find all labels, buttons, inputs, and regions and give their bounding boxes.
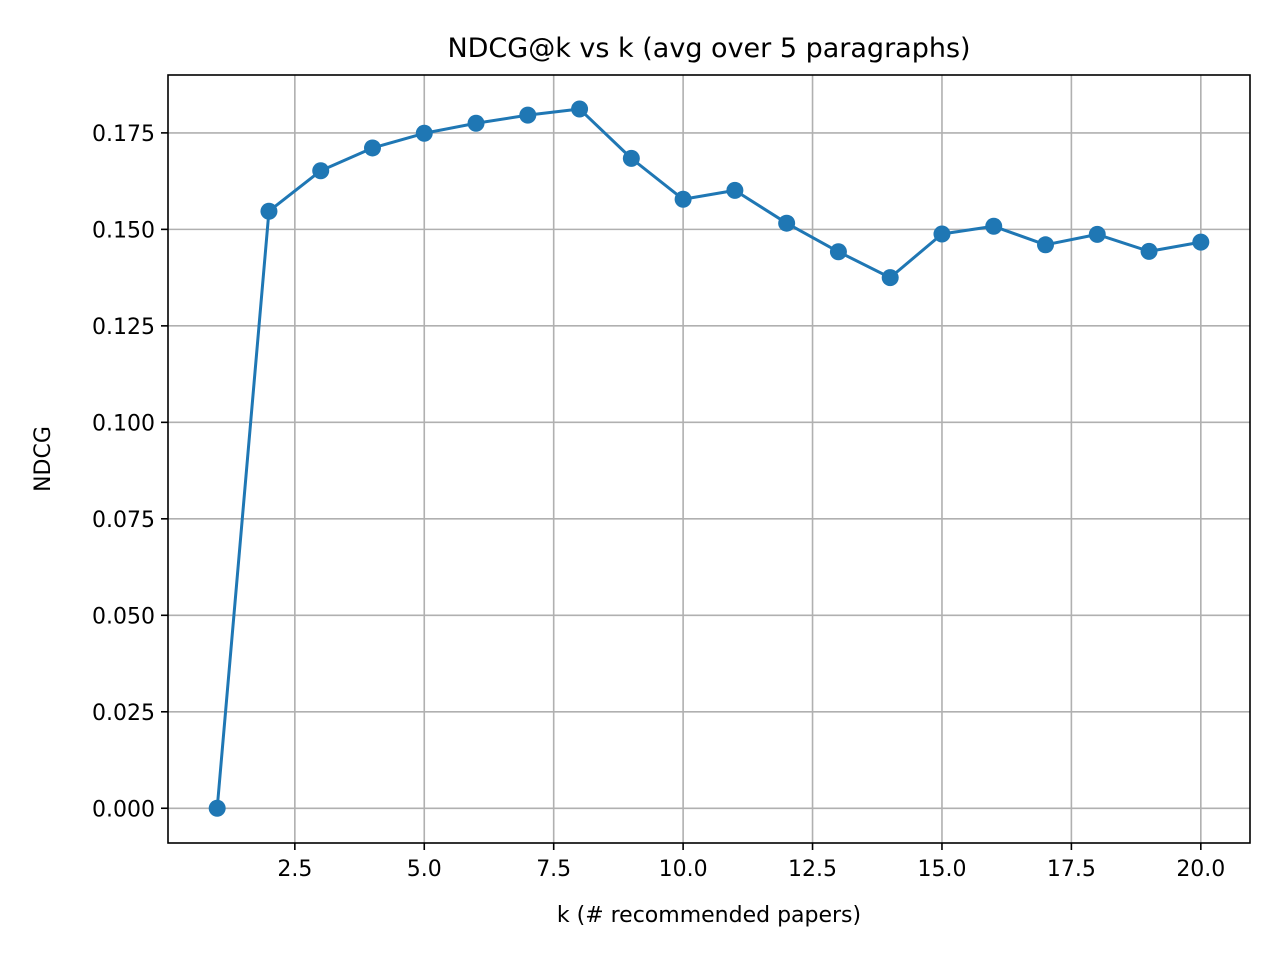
y-tick-label: 0.175 bbox=[92, 122, 155, 147]
data-point bbox=[1140, 242, 1158, 260]
data-point bbox=[622, 149, 640, 167]
data-point bbox=[363, 139, 381, 157]
data-point bbox=[260, 202, 278, 220]
chart-title: NDCG@k vs k (avg over 5 paragraphs) bbox=[447, 33, 970, 64]
data-point bbox=[674, 190, 692, 208]
data-point bbox=[467, 114, 485, 132]
x-tick-label: 17.5 bbox=[1047, 857, 1096, 882]
y-tick-label: 0.025 bbox=[92, 701, 155, 726]
data-point bbox=[985, 217, 1003, 235]
y-tick-label: 0.000 bbox=[92, 797, 155, 822]
data-point bbox=[208, 799, 226, 817]
y-axis-label: NDCG bbox=[31, 426, 56, 492]
grid bbox=[168, 75, 1250, 843]
data-point bbox=[1192, 233, 1210, 251]
y-tick-label: 0.050 bbox=[92, 604, 155, 629]
ticks: 2.5 5.0 7.5 10.0 12.5 15.0 17.5 20.0 0.000 0.025 0… bbox=[92, 122, 1225, 882]
y-tick-label: 0.075 bbox=[92, 508, 155, 533]
x-axis-label: k (# recommended papers) bbox=[557, 903, 861, 928]
data-point bbox=[726, 181, 744, 199]
data-point bbox=[881, 269, 899, 287]
x-tick-label: 5.0 bbox=[407, 857, 442, 882]
y-tick-label: 0.125 bbox=[92, 315, 155, 340]
series-line bbox=[215, 107, 1203, 810]
data-point bbox=[571, 100, 589, 118]
axes-frame bbox=[167, 74, 1251, 844]
data-point bbox=[829, 243, 847, 261]
data-point bbox=[1088, 225, 1106, 243]
x-tick-label: 10.0 bbox=[659, 857, 708, 882]
y-tick-label: 0.150 bbox=[92, 218, 155, 243]
x-tick-label: 7.5 bbox=[536, 857, 571, 882]
data-point bbox=[778, 214, 796, 232]
x-tick-label: 12.5 bbox=[788, 857, 837, 882]
x-tick-label: 2.5 bbox=[277, 857, 312, 882]
x-tick-label: 20.0 bbox=[1176, 857, 1225, 882]
data-point bbox=[312, 162, 330, 180]
plot-area bbox=[208, 100, 1210, 817]
y-tick-label: 0.100 bbox=[92, 411, 155, 436]
data-point bbox=[933, 225, 951, 243]
data-point bbox=[519, 106, 537, 124]
x-tick-label: 15.0 bbox=[917, 857, 966, 882]
data-point bbox=[415, 124, 433, 142]
data-point bbox=[1037, 236, 1055, 254]
